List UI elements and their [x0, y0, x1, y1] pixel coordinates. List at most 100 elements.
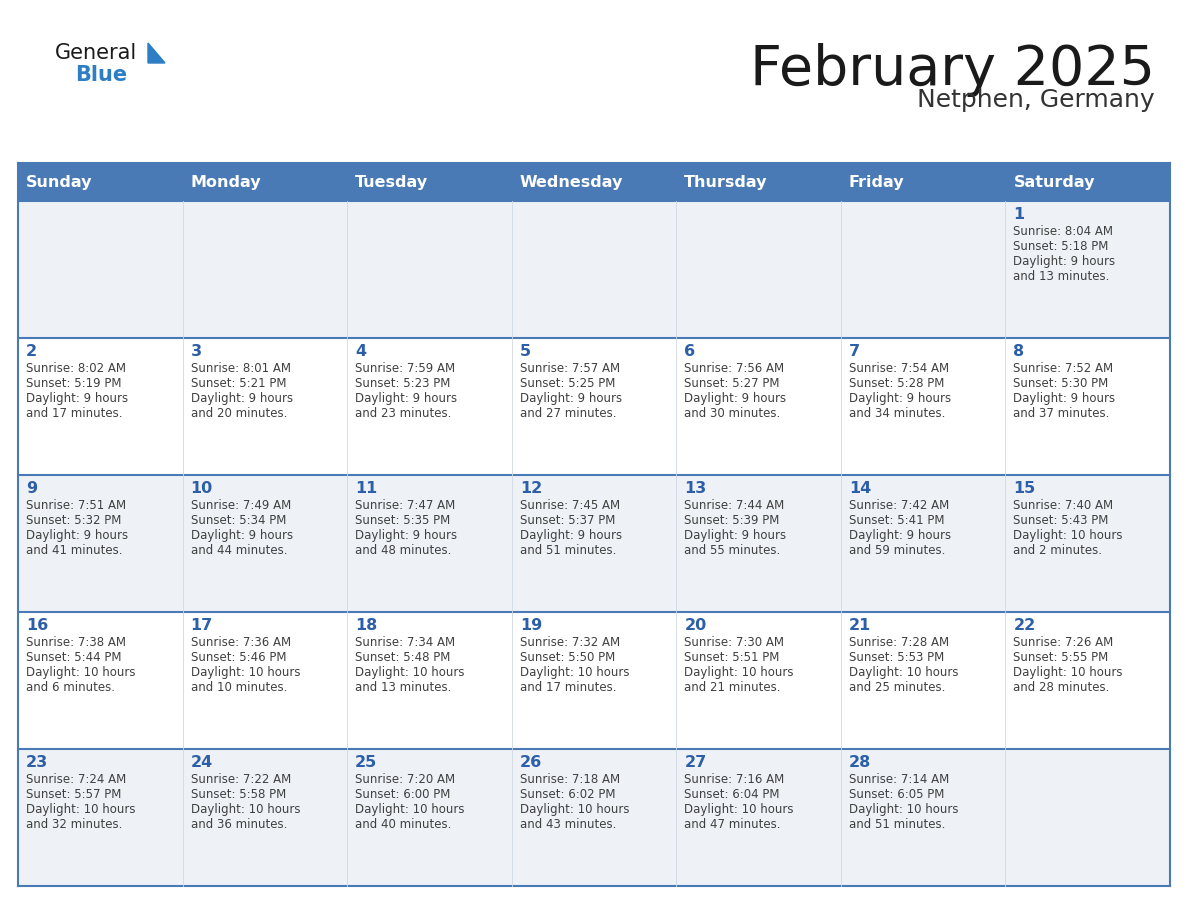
Text: Sunset: 5:37 PM: Sunset: 5:37 PM — [519, 514, 615, 527]
Text: Sunset: 5:44 PM: Sunset: 5:44 PM — [26, 651, 121, 664]
Bar — [183, 163, 347, 201]
Text: 22: 22 — [1013, 618, 1036, 633]
Text: Wednesday: Wednesday — [519, 174, 623, 189]
Text: Sunday: Sunday — [26, 174, 93, 189]
Text: Sunset: 5:28 PM: Sunset: 5:28 PM — [849, 377, 944, 390]
Text: Daylight: 9 hours: Daylight: 9 hours — [684, 529, 786, 542]
Text: Sunset: 5:34 PM: Sunset: 5:34 PM — [190, 514, 286, 527]
Text: 18: 18 — [355, 618, 378, 633]
Text: Sunset: 5:51 PM: Sunset: 5:51 PM — [684, 651, 779, 664]
Text: Monday: Monday — [190, 174, 261, 189]
Bar — [512, 201, 676, 338]
Text: 14: 14 — [849, 481, 871, 496]
Text: Sunset: 6:04 PM: Sunset: 6:04 PM — [684, 788, 779, 801]
Bar — [18, 201, 183, 338]
Text: and 36 minutes.: and 36 minutes. — [190, 818, 287, 831]
Text: 5: 5 — [519, 344, 531, 359]
Bar — [1005, 163, 1170, 201]
Text: Daylight: 9 hours: Daylight: 9 hours — [190, 392, 292, 405]
Text: Sunrise: 7:32 AM: Sunrise: 7:32 AM — [519, 636, 620, 649]
Bar — [676, 612, 841, 749]
Bar — [512, 612, 676, 749]
Text: Sunrise: 7:45 AM: Sunrise: 7:45 AM — [519, 499, 620, 512]
Text: Sunrise: 7:20 AM: Sunrise: 7:20 AM — [355, 773, 455, 786]
Text: Sunrise: 7:24 AM: Sunrise: 7:24 AM — [26, 773, 126, 786]
Text: and 13 minutes.: and 13 minutes. — [1013, 270, 1110, 283]
Text: and 55 minutes.: and 55 minutes. — [684, 544, 781, 557]
Text: Sunrise: 7:52 AM: Sunrise: 7:52 AM — [1013, 362, 1113, 375]
Bar — [18, 749, 183, 886]
Text: Sunset: 5:57 PM: Sunset: 5:57 PM — [26, 788, 121, 801]
Text: Sunset: 6:00 PM: Sunset: 6:00 PM — [355, 788, 450, 801]
Text: and 17 minutes.: and 17 minutes. — [26, 407, 122, 420]
Bar — [512, 338, 676, 475]
Text: Sunset: 5:46 PM: Sunset: 5:46 PM — [190, 651, 286, 664]
Text: 15: 15 — [1013, 481, 1036, 496]
Bar — [183, 749, 347, 886]
Text: and 21 minutes.: and 21 minutes. — [684, 681, 781, 694]
Text: 4: 4 — [355, 344, 366, 359]
Text: 28: 28 — [849, 755, 871, 770]
Text: 11: 11 — [355, 481, 378, 496]
Text: 2: 2 — [26, 344, 37, 359]
Text: General: General — [55, 43, 138, 63]
Text: and 30 minutes.: and 30 minutes. — [684, 407, 781, 420]
Text: Sunset: 5:23 PM: Sunset: 5:23 PM — [355, 377, 450, 390]
Bar — [183, 475, 347, 612]
Text: Sunrise: 7:22 AM: Sunrise: 7:22 AM — [190, 773, 291, 786]
Text: Sunset: 5:39 PM: Sunset: 5:39 PM — [684, 514, 779, 527]
Bar — [512, 475, 676, 612]
Text: Blue: Blue — [75, 65, 127, 85]
Bar — [841, 749, 1005, 886]
Text: Sunrise: 7:49 AM: Sunrise: 7:49 AM — [190, 499, 291, 512]
Text: Daylight: 9 hours: Daylight: 9 hours — [190, 529, 292, 542]
Text: Saturday: Saturday — [1013, 174, 1095, 189]
Text: and 13 minutes.: and 13 minutes. — [355, 681, 451, 694]
Bar — [841, 475, 1005, 612]
Text: Daylight: 9 hours: Daylight: 9 hours — [519, 392, 621, 405]
Text: February 2025: February 2025 — [750, 43, 1155, 97]
Text: 20: 20 — [684, 618, 707, 633]
Text: Daylight: 9 hours: Daylight: 9 hours — [519, 529, 621, 542]
Text: Sunrise: 7:40 AM: Sunrise: 7:40 AM — [1013, 499, 1113, 512]
Text: Daylight: 10 hours: Daylight: 10 hours — [684, 666, 794, 679]
Text: 12: 12 — [519, 481, 542, 496]
Text: Sunrise: 7:51 AM: Sunrise: 7:51 AM — [26, 499, 126, 512]
Text: Sunrise: 7:54 AM: Sunrise: 7:54 AM — [849, 362, 949, 375]
Text: Sunset: 5:30 PM: Sunset: 5:30 PM — [1013, 377, 1108, 390]
Text: Sunset: 5:21 PM: Sunset: 5:21 PM — [190, 377, 286, 390]
Text: 23: 23 — [26, 755, 49, 770]
Bar — [512, 749, 676, 886]
Text: Sunset: 5:55 PM: Sunset: 5:55 PM — [1013, 651, 1108, 664]
Text: Sunrise: 7:47 AM: Sunrise: 7:47 AM — [355, 499, 455, 512]
Text: and 48 minutes.: and 48 minutes. — [355, 544, 451, 557]
Text: Sunrise: 8:04 AM: Sunrise: 8:04 AM — [1013, 225, 1113, 238]
Text: and 34 minutes.: and 34 minutes. — [849, 407, 946, 420]
Bar — [676, 163, 841, 201]
Bar — [1005, 475, 1170, 612]
Text: Daylight: 10 hours: Daylight: 10 hours — [190, 803, 301, 816]
Text: Daylight: 10 hours: Daylight: 10 hours — [849, 666, 959, 679]
Text: Daylight: 10 hours: Daylight: 10 hours — [26, 666, 135, 679]
Text: Daylight: 9 hours: Daylight: 9 hours — [26, 392, 128, 405]
Bar — [347, 201, 512, 338]
Bar — [676, 475, 841, 612]
Text: 16: 16 — [26, 618, 49, 633]
Text: 17: 17 — [190, 618, 213, 633]
Bar — [676, 338, 841, 475]
Bar — [347, 475, 512, 612]
Text: and 6 minutes.: and 6 minutes. — [26, 681, 115, 694]
Text: and 47 minutes.: and 47 minutes. — [684, 818, 781, 831]
Text: Sunrise: 7:30 AM: Sunrise: 7:30 AM — [684, 636, 784, 649]
Text: and 40 minutes.: and 40 minutes. — [355, 818, 451, 831]
Text: 19: 19 — [519, 618, 542, 633]
Text: 25: 25 — [355, 755, 378, 770]
Text: Sunrise: 7:28 AM: Sunrise: 7:28 AM — [849, 636, 949, 649]
Text: and 32 minutes.: and 32 minutes. — [26, 818, 122, 831]
Text: Sunrise: 7:57 AM: Sunrise: 7:57 AM — [519, 362, 620, 375]
Bar — [18, 612, 183, 749]
Text: Sunrise: 8:02 AM: Sunrise: 8:02 AM — [26, 362, 126, 375]
Text: Daylight: 9 hours: Daylight: 9 hours — [26, 529, 128, 542]
Bar — [347, 338, 512, 475]
Bar — [841, 612, 1005, 749]
